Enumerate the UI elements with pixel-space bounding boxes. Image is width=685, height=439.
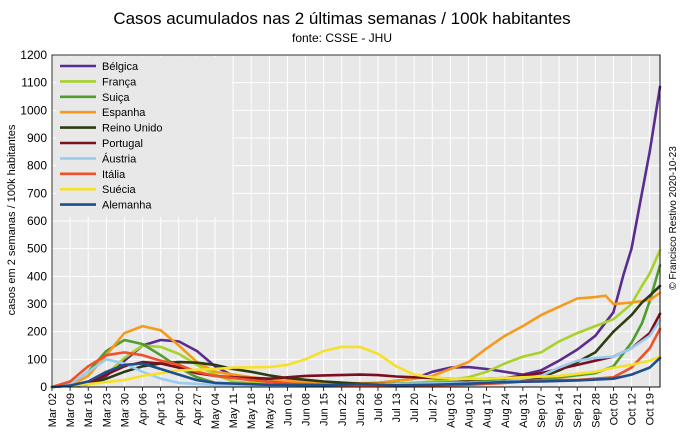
- x-tick-label: Jul 13: [391, 393, 403, 422]
- x-tick-label: Jun 15: [319, 393, 331, 426]
- y-tick-label: 400: [27, 269, 47, 283]
- x-tick-label: May 04: [210, 393, 222, 429]
- series-line-4: [50, 291, 662, 389]
- x-tick-label: Aug 03: [445, 393, 457, 428]
- series-line-6: [50, 312, 662, 389]
- legend-label: Reino Unido: [102, 123, 163, 135]
- x-tick-label: Oct 05: [608, 393, 620, 425]
- y-tick-label: 1200: [20, 48, 47, 62]
- y-tick-label: 500: [27, 242, 47, 256]
- chart-title: Casos acumulados nas 2 últimas semanas /…: [113, 9, 570, 28]
- chart-subtitle: fonte: CSSE - JHU: [292, 31, 392, 45]
- x-tick-label: Jun 29: [355, 393, 367, 426]
- y-tick-label: 200: [27, 325, 47, 339]
- x-tick-label: Apr 13: [156, 393, 168, 425]
- y-tick-label: 0: [40, 380, 47, 394]
- y-tick-label: 1000: [20, 103, 47, 117]
- credit-text: © Francisco Restivo 2020-10-23: [668, 146, 679, 290]
- legend-label: Alemanha: [102, 200, 152, 212]
- x-tick-label: Jul 27: [427, 393, 439, 422]
- x-tick-label: Sep 21: [572, 393, 584, 428]
- y-tick-label: 900: [27, 131, 47, 145]
- x-tick-label: Sep 14: [554, 393, 566, 428]
- y-axis-label: casos em 2 semanas / 100k habitantes: [6, 124, 18, 315]
- legend-label: Bélgica: [102, 61, 139, 73]
- x-tick-label: Sep 28: [590, 393, 602, 428]
- legend-label: Espanha: [102, 107, 146, 119]
- x-tick-label: Sep 07: [536, 393, 548, 428]
- x-tick-label: Apr 27: [192, 393, 204, 425]
- x-tick-label: Mar 09: [65, 393, 77, 427]
- legend-label: França: [102, 76, 137, 88]
- x-tick-label: Jun 08: [301, 393, 313, 426]
- x-tick-label: Oct 19: [645, 393, 657, 425]
- x-tick-label: Jul 06: [373, 393, 385, 422]
- y-tick-label: 1100: [21, 76, 47, 90]
- y-tick-label: 800: [27, 159, 47, 173]
- x-tick-label: Aug 17: [482, 393, 494, 428]
- legend-label: Suécia: [102, 184, 137, 196]
- plot-area: 0 100 200 300 400 500 600 700 800 900 1000 1100 1200…: [20, 48, 662, 429]
- legend-label: Suiça: [102, 92, 130, 104]
- legend-label: Áustria: [102, 152, 137, 165]
- x-tick-label: Apr 20: [174, 393, 186, 425]
- x-tick-label: Aug 31: [518, 393, 530, 428]
- y-tick-label: 300: [27, 297, 47, 311]
- y-tick-label: 600: [27, 214, 47, 228]
- x-tick-label: Jun 01: [282, 393, 294, 426]
- x-tick-label: Mar 30: [119, 393, 131, 427]
- x-tick-label: Mar 02: [47, 393, 59, 427]
- series-line-10: [50, 356, 662, 389]
- y-tick-label: 100: [27, 352, 47, 366]
- y-tick-label: 700: [27, 186, 47, 200]
- x-tick-label: Oct 12: [627, 393, 639, 425]
- x-tick-label: Apr 06: [138, 393, 150, 425]
- x-tick-label: Aug 10: [464, 393, 476, 428]
- x-tick-label: Jul 20: [409, 393, 421, 422]
- series-line-2: [50, 248, 662, 389]
- plot-frame: [51, 54, 661, 388]
- x-tick-label: May 25: [264, 393, 276, 429]
- x-tick-label: Mar 16: [83, 393, 95, 427]
- x-tick-label: May 11: [228, 393, 240, 428]
- legend-label: Itália: [102, 169, 126, 181]
- x-tick-label: Jun 22: [337, 393, 349, 426]
- x-tick-label: Aug 24: [500, 393, 512, 428]
- x-tick-label: Mar 23: [101, 393, 113, 427]
- x-tick-label: May 18: [246, 393, 258, 429]
- legend-label: Portugal: [102, 138, 143, 150]
